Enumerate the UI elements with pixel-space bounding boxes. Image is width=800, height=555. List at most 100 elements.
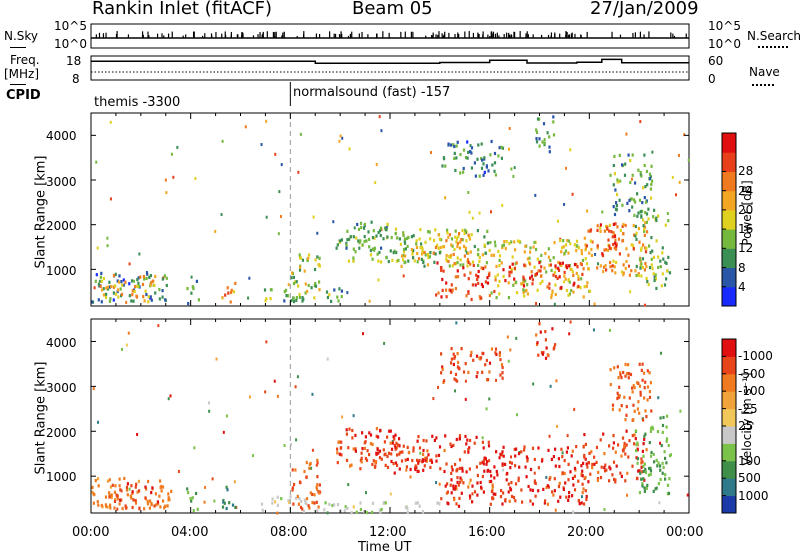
power-region-12-cell — [569, 242, 572, 246]
power-region-10-cell — [468, 235, 471, 239]
velocity-region-11-cell — [567, 462, 570, 466]
velocity-noise-cell — [561, 451, 564, 455]
power-colorbar-swatch — [722, 267, 736, 288]
power-region-12-cell — [568, 292, 571, 296]
velocity-colorbar-tick-label: 500 — [738, 471, 761, 486]
power-region-10-cell — [423, 250, 426, 255]
power-region-0-cell — [109, 297, 112, 301]
power-noise-cell — [338, 139, 341, 143]
power-region-11-cell — [471, 283, 474, 287]
power-region-11-cell — [476, 277, 479, 281]
velocity-region-15-cell — [619, 373, 622, 377]
power-noise-cell — [346, 291, 349, 295]
power-region-9-cell — [451, 244, 454, 248]
velocity-region-15-cell — [616, 391, 619, 395]
velocity-region-11-cell — [568, 495, 571, 499]
power-region-5-cell — [318, 256, 321, 260]
velocity-region-11-cell — [505, 478, 508, 482]
nave-tick-top: 60 — [708, 54, 724, 68]
power-region-10-cell — [463, 254, 466, 258]
velocity-region-0-cell — [105, 504, 108, 509]
power-region-19-cell — [487, 169, 490, 173]
velocity-region-16-cell — [498, 351, 501, 355]
velocity-region-16-cell — [488, 361, 492, 365]
power-region-12-cell — [514, 248, 517, 252]
power-noise-cell — [467, 190, 470, 194]
power-region-15-cell — [608, 246, 611, 250]
velocity-colorbar-tick-label: -25 — [738, 401, 758, 416]
power-region-19-cell — [453, 151, 456, 155]
velocity-region-12-cell — [637, 469, 640, 473]
velocity-region-15-cell — [649, 381, 652, 385]
velocity-region-12-cell — [645, 448, 648, 452]
velocity-noise-cell — [264, 390, 267, 394]
power-region-12-cell — [535, 247, 538, 252]
power-region-7-cell — [373, 246, 376, 250]
power-noise-cell — [265, 119, 268, 123]
velocity-region-8-cell — [363, 441, 366, 445]
power-region-18-cell — [650, 196, 653, 200]
velocity-region-7-cell — [366, 449, 369, 453]
velocity-region-13-cell — [635, 449, 638, 453]
power-region-12-cell — [520, 282, 523, 286]
power-region-18-cell — [649, 187, 652, 191]
power-region-13-cell — [557, 268, 561, 272]
velocity-region-15-cell — [632, 384, 635, 388]
power-noise-cell — [312, 215, 315, 219]
velocity-region-11-cell — [500, 489, 503, 493]
velocity-region-7-cell — [365, 458, 369, 462]
velocity-region-6-cell — [355, 510, 358, 514]
velocity-region-11-cell — [517, 478, 520, 483]
velocity-noise-cell — [362, 332, 365, 336]
velocity-region-6-cell — [352, 505, 355, 509]
power-region-9-cell — [465, 251, 469, 255]
power-region-10-cell — [460, 238, 463, 242]
velocity-region-11-cell — [514, 454, 517, 458]
power-region-5-cell — [308, 253, 311, 257]
power-noise-cell — [380, 129, 383, 133]
velocity-region-15-cell — [625, 372, 629, 376]
power-region-14-cell — [644, 246, 647, 250]
power-region-12-cell — [588, 289, 592, 293]
velocity-region-4-cell — [288, 500, 291, 504]
power-region-19-cell — [489, 153, 492, 157]
power-region-10-cell — [456, 241, 459, 246]
velocity-region-4-cell — [302, 509, 306, 513]
velocity-region-10-cell — [471, 484, 474, 488]
velocity-region-12-cell — [605, 468, 608, 472]
velocity-region-15-cell — [639, 390, 642, 394]
power-region-0-cell — [130, 279, 134, 283]
velocity-region-10-cell — [459, 480, 462, 484]
power-region-0-cell — [165, 283, 168, 288]
velocity-region-10-cell — [489, 502, 492, 506]
power-noise-cell — [348, 147, 351, 151]
power-region-17-cell — [546, 131, 549, 135]
velocity-region-16-cell — [452, 362, 455, 367]
power-region-4-cell — [285, 294, 288, 298]
velocity-region-9-cell — [454, 462, 457, 467]
velocity-region-16-cell — [453, 356, 456, 360]
velocity-region-11-cell — [582, 487, 585, 491]
xtick-00: 00:00 — [72, 525, 110, 540]
velocity-region-11-cell — [580, 501, 583, 505]
velocity-region-16-cell — [485, 358, 488, 363]
velocity-region-1-cell — [125, 506, 128, 510]
velocity-region-16-cell — [456, 379, 459, 383]
power-region-14-cell — [590, 253, 593, 257]
velocity-region-15-cell — [631, 386, 634, 390]
power-noise-cell — [221, 139, 224, 143]
power-region-18-cell — [621, 163, 624, 167]
velocity-region-15-cell — [643, 396, 646, 400]
power-region-19-cell — [500, 145, 503, 149]
power-region-4-cell — [283, 299, 286, 303]
power-region-14-cell — [587, 229, 590, 233]
velocity-region-5-cell — [318, 491, 321, 495]
power-region-3-cell — [226, 286, 229, 290]
power-region-13-cell — [502, 268, 505, 272]
velocity-region-16-cell — [475, 375, 478, 379]
power-region-10-cell — [448, 255, 451, 259]
velocity-noise-cell — [136, 432, 139, 436]
velocity-region-15-cell — [632, 418, 635, 422]
velocity-noise-cell — [679, 409, 682, 413]
velocity-region-7-cell — [418, 459, 421, 463]
